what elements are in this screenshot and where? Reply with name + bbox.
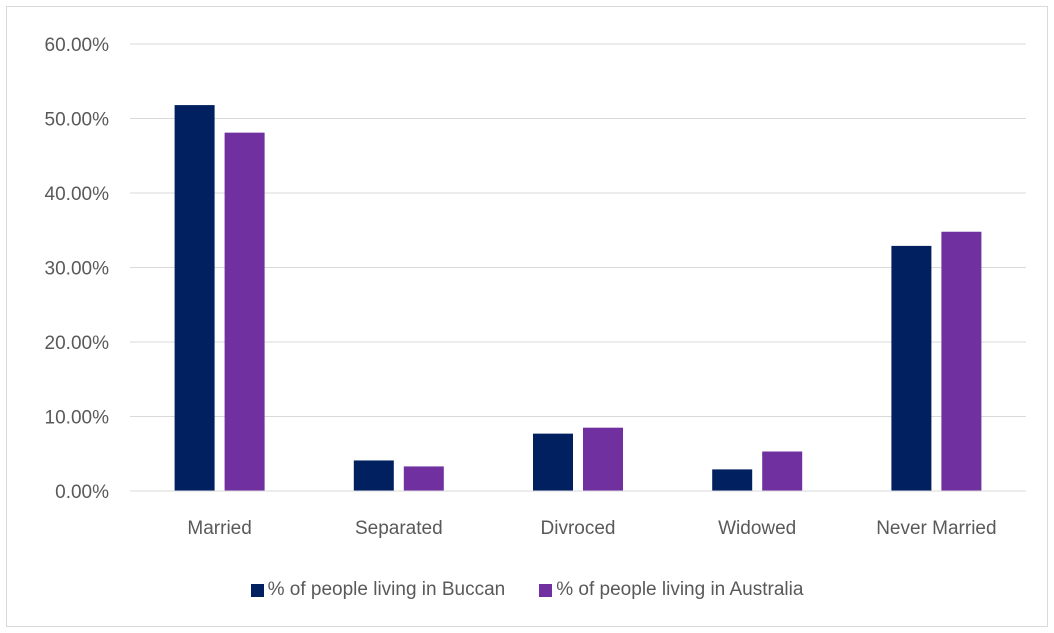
legend: % of people living in Buccan % of people… (0, 578, 1054, 602)
bar-widowed-series-0 (712, 469, 753, 491)
bar-widowed-series-1 (762, 451, 803, 491)
bar-separated-series-1 (403, 466, 444, 491)
x-axis-tick-labels: Married Separated Divroced Widowed Never Mar… (187, 518, 996, 539)
bar-divroced-series-1 (583, 427, 623, 491)
bar-separated-series-0 (353, 460, 394, 491)
legend-swatch-buccan (250, 583, 264, 597)
legend-item-buccan: % of people living in Buccan (250, 579, 506, 601)
legend-label-buccan: % of people living in Buccan (267, 579, 506, 600)
y-tick-label: 20.00% (45, 333, 110, 354)
x-tick-label: Widowed (718, 518, 796, 539)
x-tick-label: Separated (355, 518, 443, 539)
gridlines (130, 43, 1026, 417)
y-tick-label: 50.00% (45, 110, 110, 131)
legend-item-australia: % of people living in Australia (539, 579, 803, 601)
legend-swatch-australia (539, 583, 553, 597)
y-tick-label: 10.00% (45, 408, 110, 429)
y-tick-label: 0.00% (55, 482, 109, 503)
y-axis-tick-labels: 0.00% 10.00% 20.00% 30.00% 40.00% 50.00% 60.00… (45, 35, 110, 503)
bar-married-series-0 (174, 105, 215, 491)
bar-never-married-series-1 (941, 231, 982, 492)
x-tick-label: Never Married (876, 518, 996, 539)
y-tick-label: 60.00% (45, 35, 110, 56)
bar-married-series-1 (224, 132, 265, 491)
bar-divroced-series-0 (533, 433, 573, 491)
y-tick-label: 30.00% (45, 259, 110, 280)
legend-label-australia: % of people living in Australia (556, 579, 804, 600)
bar-never-married-series-0 (891, 245, 932, 491)
x-tick-label: Married (187, 518, 251, 539)
bars (174, 105, 982, 492)
x-tick-label: Divroced (541, 518, 616, 539)
y-tick-label: 40.00% (45, 184, 110, 205)
